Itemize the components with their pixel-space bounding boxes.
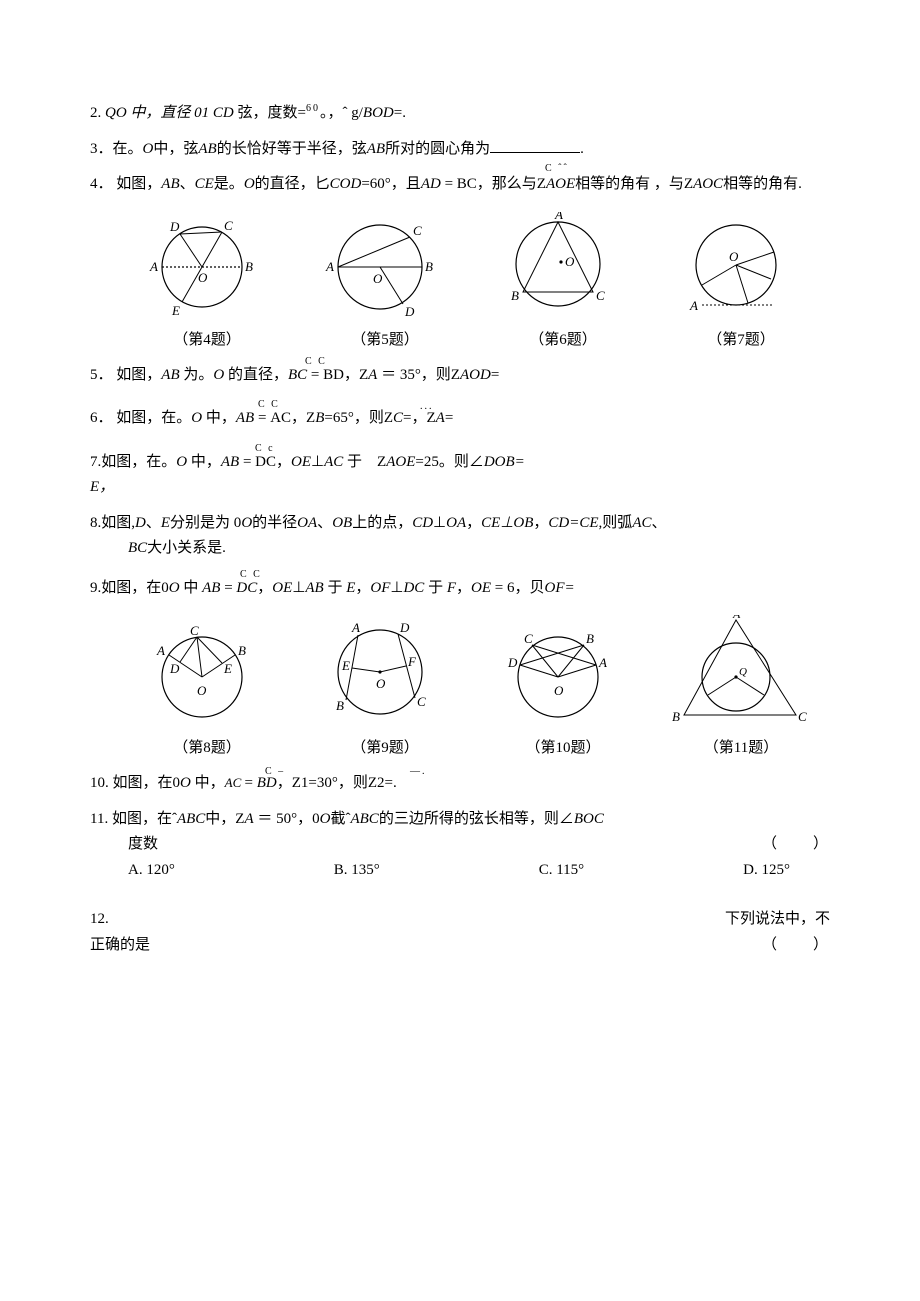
answer-paren: （ ） (762, 933, 830, 959)
svg-text:E: E (171, 303, 180, 318)
svg-text:B: B (245, 259, 253, 274)
svg-text:A: A (689, 298, 698, 313)
svg-text:D: D (399, 620, 410, 635)
figure-8: A B C D E O (118, 625, 296, 730)
figure-9: A B C D E F O (296, 620, 474, 730)
qnum: 7. (90, 454, 101, 470)
svg-text:C: C (524, 631, 533, 646)
svg-text:A: A (351, 620, 360, 635)
question-7: C c 7.如图，在。O 中，AB = DC，OE⊥AC 于 ZAOE=25。则… (90, 450, 830, 501)
question-4: C ˆˆ 4． 如图，AB、CE是。O的直径，匕COD=60°，且AD = BC… (90, 172, 830, 198)
question-2: 2. QO 中，直径 01 CD 弦，度数=60。，ˆ g/BOD=. (90, 100, 830, 127)
choices: A. 120° B. 135° C. 115° D. 125° (128, 858, 790, 884)
svg-text:A: A (554, 212, 563, 222)
qnum: 12. (90, 911, 109, 927)
choice-a: A. 120° (128, 858, 175, 884)
figure-5: A B C D O (296, 217, 474, 322)
qnum: 8. (90, 515, 101, 531)
qnum: 5． (90, 367, 113, 383)
svg-text:A: A (156, 643, 165, 658)
figure-10: A B C D O (474, 625, 652, 730)
qnum: 2. (90, 105, 101, 121)
question-5: C C 5． 如图，AB 为。O 的直径，BC = BD，ZA ＝ 35°，则Z… (90, 363, 830, 389)
choice-b: B. 135° (334, 858, 380, 884)
question-3: 3．在。O中，弦AB的长恰好等于半径，弦AB所对的圆心角为. (90, 137, 830, 163)
svg-text:O: O (565, 254, 575, 269)
figure-4: A B C D E O (118, 217, 296, 322)
caption-row-1: （第4题） （第5题） （第6题） （第7题） (118, 328, 830, 349)
qnum: 9. (90, 580, 101, 596)
svg-text:A: A (598, 655, 607, 670)
qnum: 10. (90, 775, 109, 791)
svg-text:C: C (413, 223, 422, 238)
svg-text:O: O (198, 270, 208, 285)
svg-text:E: E (223, 661, 232, 676)
svg-text:A: A (149, 259, 158, 274)
choice-d: D. 125° (743, 858, 790, 884)
svg-text:B: B (586, 631, 594, 646)
svg-text:E: E (341, 658, 350, 673)
qnum: 6． (90, 410, 113, 426)
svg-text:C: C (596, 288, 605, 303)
svg-text:D: D (169, 661, 180, 676)
figure-7: O A (652, 217, 830, 322)
figure-row-2: A B C D E O A B C D E F O (118, 615, 830, 730)
qnum: 11. (90, 811, 108, 827)
svg-text:O: O (197, 683, 207, 698)
figure-11: A B C Q (652, 615, 830, 730)
svg-text:O: O (554, 683, 564, 698)
question-9: C C 9.如图，在0O 中 AB = DC，OE⊥AB 于 E，OF⊥DC 于… (90, 576, 830, 602)
svg-text:C: C (417, 694, 426, 709)
question-8: 8.如图,D、E分别是为 0O的半径OA、OB上的点，CD⊥OA，CE⊥OB，C… (90, 511, 830, 562)
svg-text:B: B (511, 288, 519, 303)
svg-text:D: D (404, 304, 415, 319)
svg-text:B: B (672, 709, 680, 724)
svg-text:C: C (190, 625, 199, 638)
qnum: 4． (90, 176, 113, 192)
svg-text:A: A (732, 615, 741, 621)
caption-row-2: （第8题） （第9题） （第10题） （第11题） (118, 736, 830, 757)
svg-text:D: D (169, 219, 180, 234)
svg-text:O: O (376, 676, 386, 691)
svg-text:A: A (325, 259, 334, 274)
svg-text:O: O (729, 249, 739, 264)
blank (490, 137, 580, 153)
svg-text:Q: Q (739, 666, 747, 678)
svg-text:B: B (238, 643, 246, 658)
svg-text:O: O (373, 271, 383, 286)
figure-row-1: A B C D E O A B C D O (118, 212, 830, 322)
svg-text:B: B (425, 259, 433, 274)
qnum: 3． (90, 141, 113, 157)
svg-text:C: C (224, 218, 233, 233)
answer-paren: （ ） (762, 832, 830, 858)
question-6: C C ... 6． 如图，在。O 中，AB = AC，ZB=65°，则ZC=，… (90, 406, 830, 432)
svg-text:D: D (507, 655, 518, 670)
question-12: 12. 下列说法中，不 正确的是 （ ） (90, 907, 830, 958)
choice-c: C. 115° (539, 858, 584, 884)
question-11: 11. 如图，在ˆABC中，ZA ＝ 50°，0O截ˆABC的三边所得的弦长相等… (90, 807, 830, 884)
figure-6: A B C O (474, 212, 652, 322)
question-10: C – —. 10. 如图，在0O 中，AC = BD，Z1=30°，则Z2=. (90, 771, 830, 797)
svg-text:C: C (798, 709, 807, 724)
svg-text:F: F (407, 654, 417, 669)
svg-text:B: B (336, 698, 344, 713)
